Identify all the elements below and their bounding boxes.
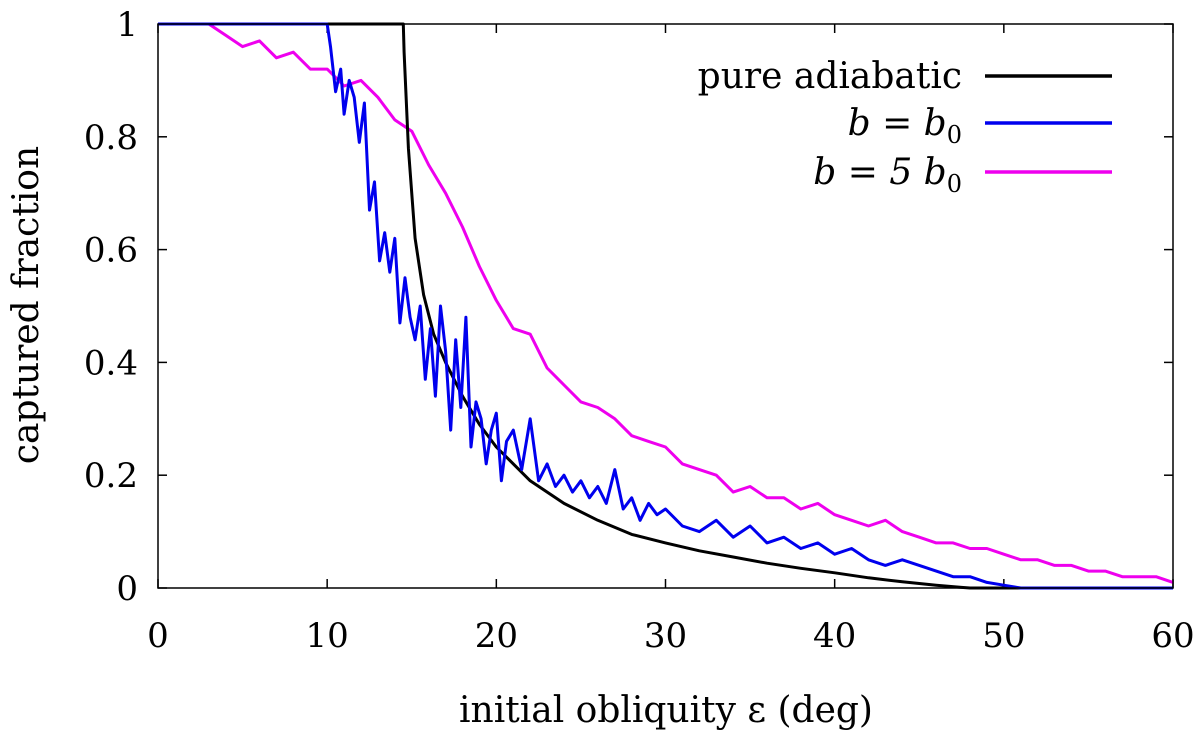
y-axis-label: captured fraction bbox=[6, 146, 47, 464]
legend-text: pure adiabatic bbox=[698, 56, 962, 97]
plot-frame bbox=[157, 23, 1174, 589]
y-tick-label: 0 bbox=[116, 569, 138, 609]
x-tick-label: 30 bbox=[644, 616, 687, 656]
y-tick-label: 0.4 bbox=[84, 343, 138, 383]
legend-math: b = b bbox=[848, 103, 947, 144]
x-tick-label: 10 bbox=[306, 616, 349, 656]
series-line-2 bbox=[158, 22, 1174, 584]
series-line-1 bbox=[158, 22, 1173, 590]
y-tick-label: 1 bbox=[116, 5, 138, 45]
x-tick-label: 40 bbox=[813, 616, 856, 656]
x-tick-label: 60 bbox=[1151, 616, 1194, 656]
legend-label-1: b = b0 bbox=[848, 103, 962, 149]
x-axis-label: initial obliquity ε (deg) bbox=[459, 690, 873, 731]
legend-label-2: b = 5 b0 bbox=[813, 152, 962, 198]
legend-subscript: 0 bbox=[947, 170, 962, 198]
legend-label-0: pure adiabatic bbox=[698, 56, 962, 97]
legend-subscript: 0 bbox=[947, 121, 962, 149]
x-tick-label: 0 bbox=[147, 616, 169, 656]
y-tick-label: 0.6 bbox=[84, 231, 138, 271]
y-tick-label: 0.8 bbox=[84, 118, 138, 158]
legend-math: b = 5 b bbox=[813, 152, 947, 193]
tick-labels-layer: 0 10 20 30 40 50 60 0 0.2 0.4 0.6 0.8 1 bbox=[84, 5, 1195, 656]
x-tick-label: 50 bbox=[982, 616, 1025, 656]
x-tick-label: 20 bbox=[475, 616, 518, 656]
y-tick-label: 0.2 bbox=[84, 456, 138, 496]
